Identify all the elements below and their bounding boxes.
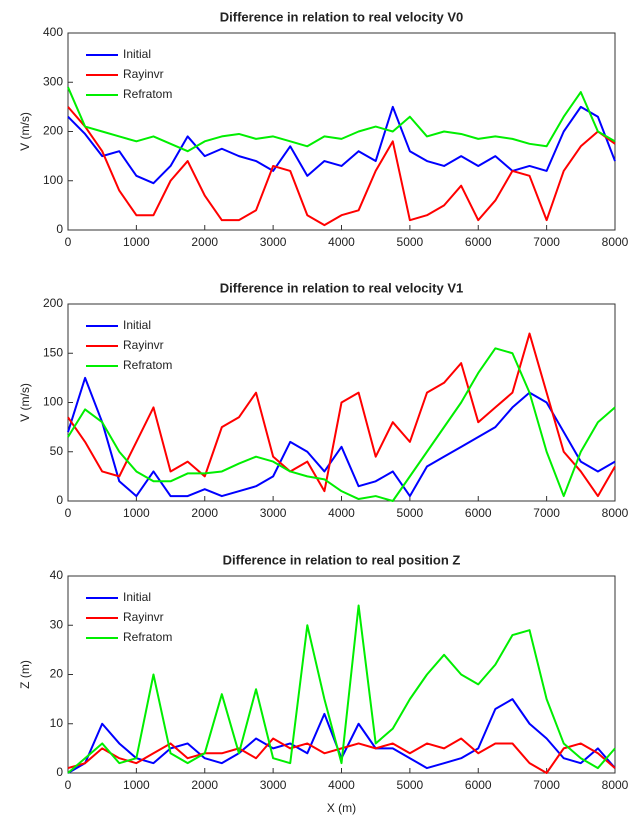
y-tick-label: 10 <box>50 716 64 730</box>
y-axis-label: V (m/s) <box>18 383 32 422</box>
series-line <box>67 376 616 498</box>
x-tick-label: 6000 <box>465 235 492 249</box>
chart-title: Difference in relation to real velocity … <box>220 9 463 24</box>
series-line <box>67 86 616 153</box>
x-tick-label: 5000 <box>397 235 424 249</box>
legend-label: Rayinvr <box>123 67 164 81</box>
x-tick-label: 7000 <box>533 506 560 520</box>
series-line <box>67 604 616 774</box>
legend-label: Initial <box>123 47 151 61</box>
y-tick-label: 400 <box>43 25 63 39</box>
x-tick-label: 4000 <box>328 506 355 520</box>
chart-title: Difference in relation to real position … <box>223 552 461 567</box>
y-tick-label: 200 <box>43 296 63 310</box>
x-tick-label: 2000 <box>191 778 218 792</box>
x-tick-label: 7000 <box>533 778 560 792</box>
x-tick-label: 8000 <box>602 506 629 520</box>
chart-title: Difference in relation to real velocity … <box>220 280 463 295</box>
x-tick-label: 4000 <box>328 235 355 249</box>
x-tick-label: 5000 <box>397 778 424 792</box>
legend-label: Rayinvr <box>123 338 164 352</box>
x-tick-label: 5000 <box>397 506 424 520</box>
plot-frame <box>67 32 616 231</box>
x-tick-label: 6000 <box>465 506 492 520</box>
legend-label: Initial <box>123 318 151 332</box>
y-tick-label: 30 <box>50 617 64 631</box>
series-line <box>67 332 616 498</box>
x-tick-label: 1000 <box>123 235 150 249</box>
x-tick-label: 2000 <box>191 235 218 249</box>
legend-label: Refratom <box>123 87 172 101</box>
x-axis-label: X (m) <box>327 801 356 815</box>
series-line <box>67 105 616 185</box>
y-tick-label: 40 <box>50 568 64 582</box>
y-tick-label: 150 <box>43 345 63 359</box>
y-axis-label: V (m/s) <box>18 112 32 151</box>
y-tick-label: 100 <box>43 173 63 187</box>
y-tick-label: 0 <box>56 765 63 779</box>
legend-label: Refratom <box>123 630 172 644</box>
x-tick-label: 0 <box>65 506 72 520</box>
legend-label: Refratom <box>123 358 172 372</box>
x-tick-label: 4000 <box>328 778 355 792</box>
x-tick-label: 0 <box>65 778 72 792</box>
x-tick-label: 8000 <box>602 778 629 792</box>
y-tick-label: 100 <box>43 395 63 409</box>
legend-label: Rayinvr <box>123 610 164 624</box>
y-tick-label: 300 <box>43 74 63 88</box>
x-tick-label: 7000 <box>533 235 560 249</box>
plot-frame <box>67 575 616 774</box>
y-axis-label: Z (m) <box>18 660 32 689</box>
x-tick-label: 8000 <box>602 235 629 249</box>
y-tick-label: 0 <box>56 493 63 507</box>
x-tick-label: 1000 <box>123 506 150 520</box>
x-tick-label: 1000 <box>123 778 150 792</box>
series-line <box>67 347 616 502</box>
x-tick-label: 3000 <box>260 235 287 249</box>
y-tick-label: 20 <box>50 667 64 681</box>
series-line <box>67 737 616 774</box>
plot-frame <box>67 303 616 502</box>
x-tick-label: 0 <box>65 235 72 249</box>
x-tick-label: 2000 <box>191 506 218 520</box>
x-tick-label: 3000 <box>260 506 287 520</box>
series-line <box>67 106 616 227</box>
y-tick-label: 200 <box>43 124 63 138</box>
x-tick-label: 3000 <box>260 778 287 792</box>
y-tick-label: 0 <box>56 222 63 236</box>
x-tick-label: 6000 <box>465 778 492 792</box>
y-tick-label: 50 <box>50 444 64 458</box>
legend-label: Initial <box>123 590 151 604</box>
